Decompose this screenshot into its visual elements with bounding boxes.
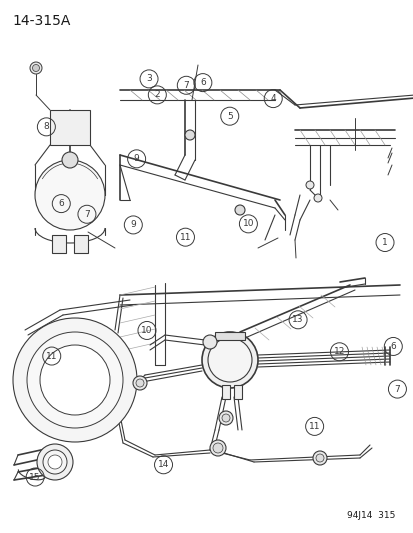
Circle shape [30,62,42,74]
Text: 94J14  315: 94J14 315 [346,511,394,520]
Circle shape [33,64,39,71]
Circle shape [202,332,257,388]
Circle shape [221,414,230,422]
Circle shape [40,345,110,415]
Circle shape [209,440,225,456]
Circle shape [312,451,326,465]
Text: 10: 10 [242,220,254,228]
Text: 3: 3 [146,75,152,83]
Circle shape [305,181,313,189]
Text: 5: 5 [226,112,232,120]
Circle shape [207,338,252,382]
Text: 9: 9 [133,155,139,163]
Text: 4: 4 [270,94,275,103]
Circle shape [185,130,195,140]
Circle shape [37,444,73,480]
Text: 2: 2 [154,91,160,99]
Text: 8: 8 [43,123,49,131]
Circle shape [202,335,216,349]
Circle shape [315,454,323,462]
Text: 15: 15 [29,473,41,481]
Text: 7: 7 [183,81,189,90]
Circle shape [136,379,144,387]
Circle shape [48,455,62,469]
Text: 6: 6 [389,342,395,351]
Text: 13: 13 [292,316,303,324]
Text: 11: 11 [179,233,191,241]
Bar [221,385,230,399]
Text: 10: 10 [141,326,152,335]
Text: 11: 11 [46,352,57,360]
Circle shape [35,160,105,230]
Bar [74,235,88,253]
Text: 6: 6 [58,199,64,208]
Polygon shape [214,332,244,340]
Text: 9: 9 [130,221,136,229]
Circle shape [235,205,244,215]
Text: 12: 12 [333,348,344,356]
Text: 11: 11 [308,422,320,431]
Text: 7: 7 [84,210,90,219]
Bar [52,235,66,253]
Circle shape [13,318,137,442]
Polygon shape [50,110,90,145]
Circle shape [133,376,147,390]
Text: 14-315A: 14-315A [12,14,70,28]
Bar [233,385,242,399]
Text: 14: 14 [157,461,169,469]
Circle shape [62,152,78,168]
Circle shape [313,194,321,202]
Circle shape [27,332,123,428]
Text: 1: 1 [381,238,387,247]
Circle shape [43,450,67,474]
Circle shape [218,411,233,425]
Circle shape [212,443,223,453]
Text: 6: 6 [199,78,205,87]
Text: 7: 7 [394,385,399,393]
